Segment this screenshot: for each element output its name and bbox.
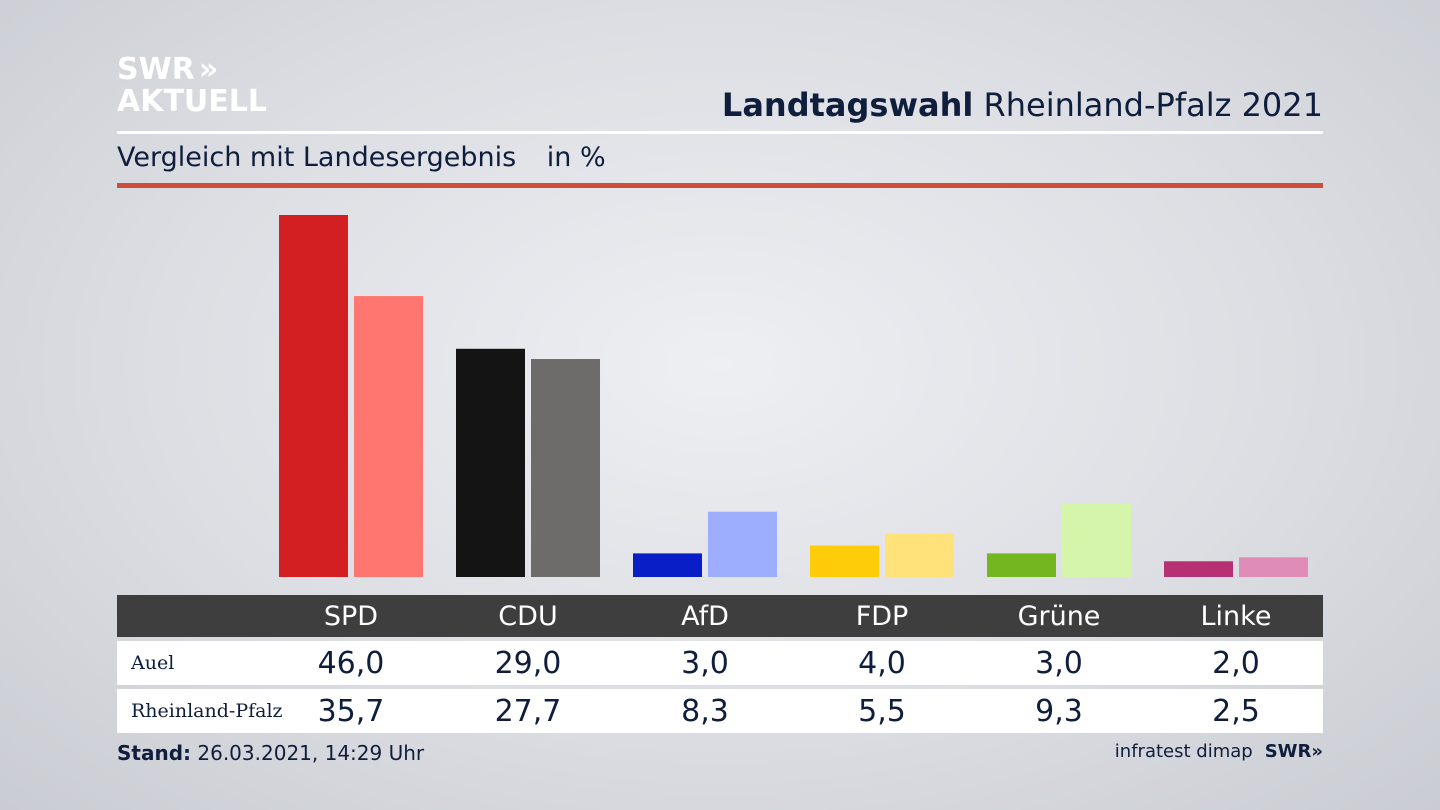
table-cell: 2,5: [1212, 693, 1260, 729]
table-cell: 2,0: [1212, 645, 1260, 681]
header-divider: [117, 131, 1323, 134]
bar-spd-state: [354, 296, 423, 577]
bar-fdp-state: [885, 533, 954, 577]
row-label: Auel: [131, 652, 175, 674]
logo-swr-text: SWR: [117, 52, 195, 87]
header-cell-spd: SPD: [323, 600, 379, 632]
bar-afd-local: [633, 553, 702, 577]
header-cell-fdp: FDP: [855, 600, 909, 632]
table-cell: 46,0: [317, 645, 385, 681]
timestamp: Stand: 26.03.2021, 14:29 Uhr: [117, 741, 424, 765]
table-cell: 29,0: [494, 645, 562, 681]
header-cell-gruene: Grüne: [1017, 600, 1101, 632]
results-table: SPD CDU AfD FDP Grüne Linke Auel 46,0 29…: [117, 595, 1323, 733]
bar-linke-local: [1164, 561, 1233, 577]
table-row: Rheinland-Pfalz 35,7 27,7 8,3 5,5 9,3 2,…: [117, 689, 1323, 733]
chart-subtitle: Vergleich mit Landesergebnis in %: [117, 142, 606, 173]
bar-spd-local: [279, 215, 348, 577]
table-cell: 3,0: [1035, 645, 1083, 681]
table-cell: 27,7: [494, 693, 562, 729]
table-row: Auel 46,0 29,0 3,0 4,0 3,0 2,0: [117, 641, 1323, 685]
header-cell-afd: AfD: [681, 600, 729, 632]
source-credit: infratest dimap SWR»: [1115, 741, 1323, 762]
swr-footer-logo: SWR»: [1264, 741, 1323, 762]
bar-grne-local: [987, 553, 1056, 577]
bar-grne-state: [1062, 503, 1131, 577]
title-rest: Rheinland-Pfalz 2021: [983, 86, 1323, 124]
bar-cdu-local: [456, 348, 525, 577]
logo-aktuell-text: AKTUELL: [117, 84, 268, 119]
table-cell: 9,3: [1035, 693, 1083, 729]
bar-linke-state: [1239, 557, 1308, 577]
table-header: SPD CDU AfD FDP Grüne Linke: [117, 595, 1323, 637]
swr-aktuell-logo: SWR » AKTUELL: [117, 54, 267, 118]
bar-fdp-local: [810, 545, 879, 577]
accent-divider: [117, 183, 1323, 188]
title-bold: Landtagswahl: [721, 86, 974, 124]
bar-chart: [279, 215, 1308, 577]
page-title: Landtagswahl Rheinland-Pfalz 2021: [722, 86, 1323, 124]
chevron-right-icon: »: [198, 52, 219, 87]
stand-label: Stand:: [117, 741, 192, 765]
unit-label: in %: [546, 142, 606, 173]
row-label: Rheinland-Pfalz: [131, 700, 283, 722]
table-cell: 5,5: [858, 693, 906, 729]
table-cell: 3,0: [681, 645, 729, 681]
source-text: infratest dimap: [1114, 741, 1253, 762]
stand-value: 26.03.2021, 14:29 Uhr: [197, 741, 425, 765]
bar-cdu-state: [531, 359, 600, 577]
bar-afd-state: [708, 511, 777, 577]
header-cell-cdu: CDU: [498, 600, 558, 632]
table-cell: 8,3: [681, 693, 729, 729]
subtitle-text: Vergleich mit Landesergebnis: [117, 142, 517, 173]
table-cell: 35,7: [317, 693, 385, 729]
header-cell-linke: Linke: [1200, 600, 1272, 632]
table-cell: 4,0: [858, 645, 906, 681]
